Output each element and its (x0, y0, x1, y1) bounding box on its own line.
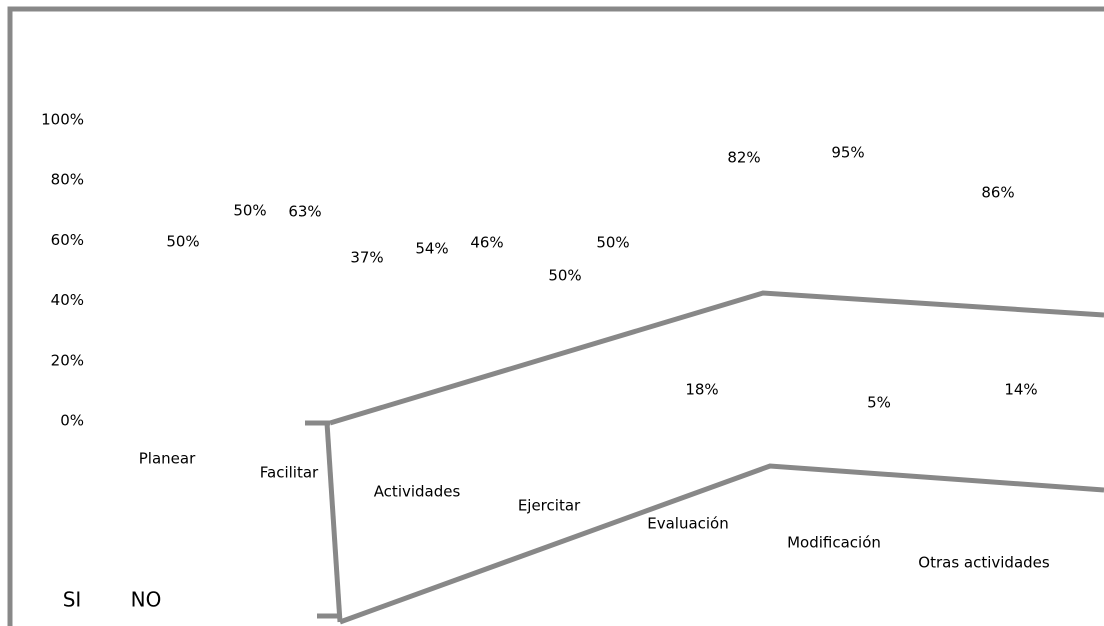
y-tick-label: 40% (51, 291, 84, 309)
data-label: 86% (981, 184, 1014, 202)
data-label: 18% (685, 381, 718, 399)
data-label: 54% (415, 240, 448, 258)
data-label: 5% (867, 394, 891, 412)
data-label: 37% (350, 249, 383, 267)
data-label: 50% (596, 234, 629, 252)
x-tick-label: Actividades (374, 483, 461, 501)
shape-edge (324, 422, 343, 623)
data-label: 50% (233, 202, 266, 220)
data-label: 95% (831, 144, 864, 162)
shape-edge (329, 290, 1104, 426)
data-label: 50% (548, 267, 581, 285)
y-tick-label: 80% (51, 171, 84, 189)
x-tick-label: Modificación (787, 534, 881, 552)
x-tick-label: Ejercitar (518, 497, 581, 515)
shape-edge (339, 463, 1104, 625)
y-tick-label: 100% (41, 111, 84, 129)
x-tick-label: Otras actividades (918, 554, 1050, 572)
x-tick-label: Facilitar (260, 464, 319, 482)
data-label: 50% (166, 233, 199, 251)
legend-label: NO (131, 588, 162, 612)
data-label: 14% (1004, 381, 1037, 399)
frame (7, 6, 1104, 626)
y-tick-label: 60% (51, 231, 84, 249)
data-label: 63% (288, 203, 321, 221)
data-label: 82% (727, 149, 760, 167)
x-tick-label: Evaluación (647, 515, 729, 533)
legend-label: SI (63, 588, 82, 612)
y-tick-label: 0% (60, 412, 84, 430)
data-label: 46% (470, 234, 503, 252)
x-tick-label: Planear (139, 450, 196, 468)
y-tick-label: 20% (51, 351, 84, 369)
